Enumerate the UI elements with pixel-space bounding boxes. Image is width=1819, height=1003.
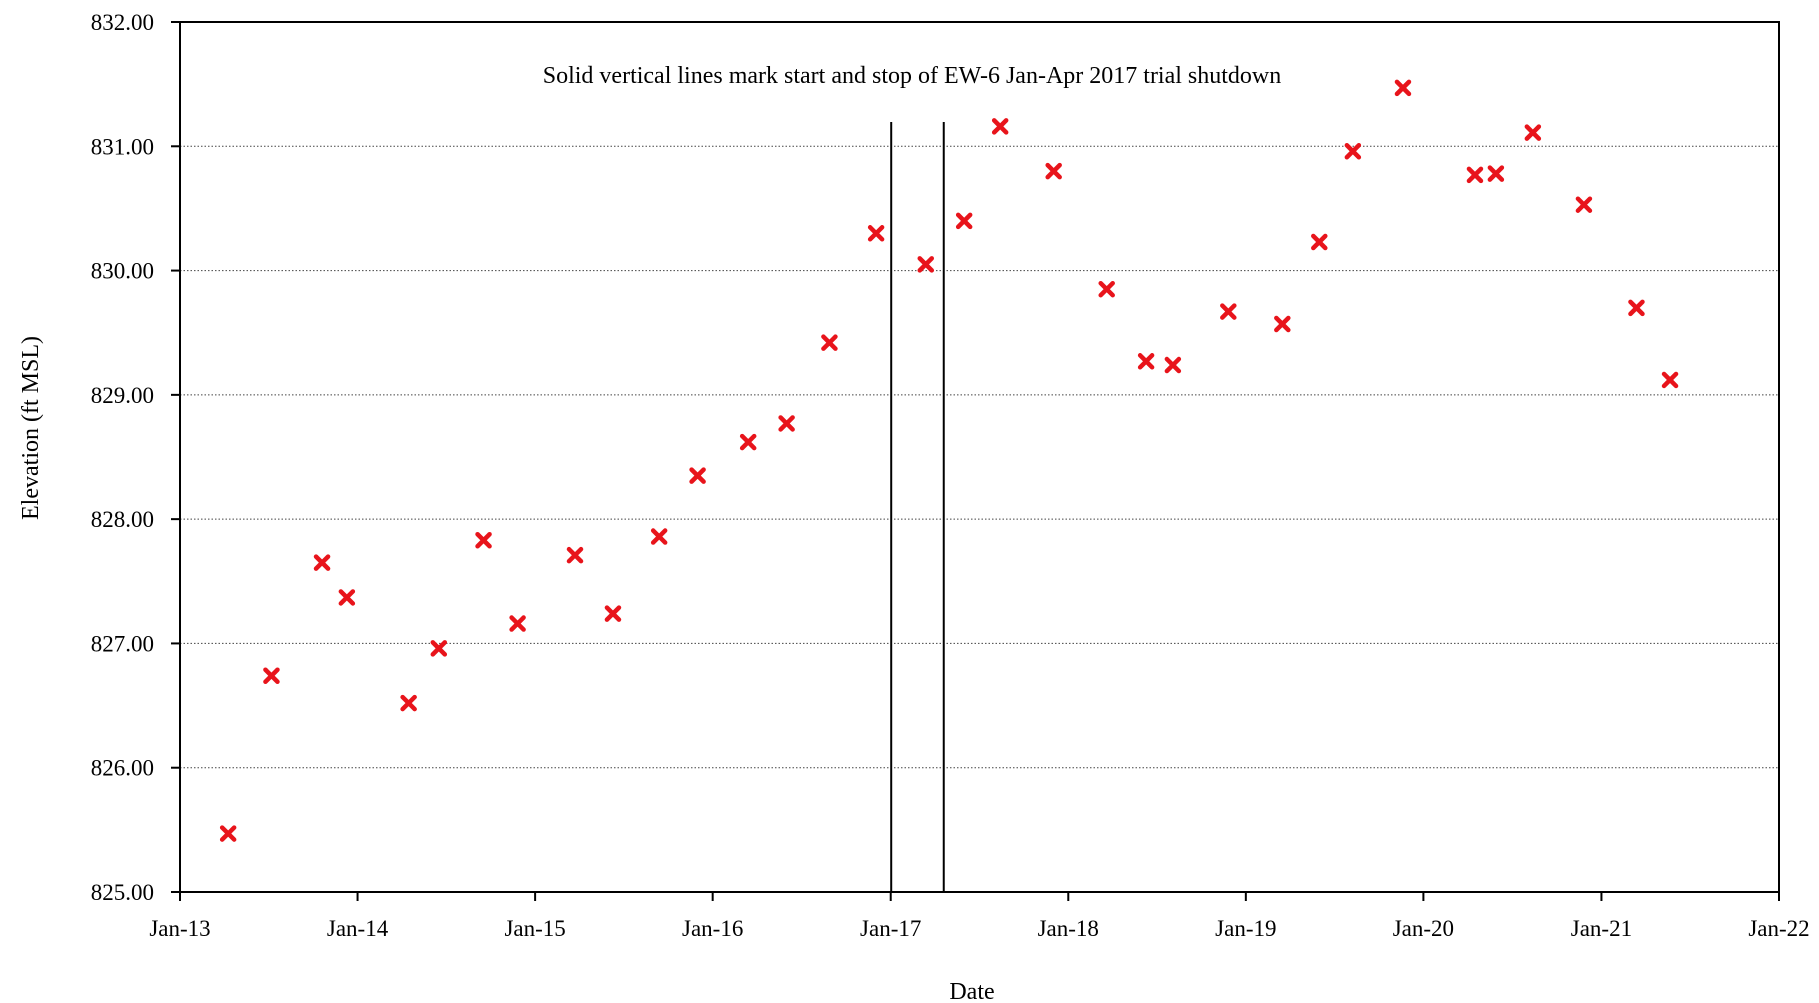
data-point	[1098, 280, 1115, 298]
y-tick-label: 825.00	[91, 880, 154, 905]
x-tick-label: Jan-19	[1215, 916, 1276, 941]
data-point	[821, 334, 838, 351]
data-point	[778, 415, 795, 432]
x-tick-label: Jan-22	[1748, 916, 1809, 941]
chart-annotation: Solid vertical lines mark start and stop…	[543, 63, 1282, 89]
data-point	[566, 546, 584, 564]
x-tick-label: Jan-13	[149, 916, 210, 941]
data-point	[604, 605, 622, 622]
data-point	[509, 615, 526, 632]
y-tick-label: 827.00	[91, 631, 154, 656]
x-tick-label: Jan-18	[1038, 916, 1099, 941]
data-point	[1394, 79, 1412, 97]
y-tick-label: 830.00	[91, 259, 154, 284]
data-point	[1274, 315, 1291, 333]
data-point	[1628, 299, 1645, 317]
data-point	[867, 225, 885, 242]
data-point	[430, 640, 448, 657]
y-axis-title: Elevation (ft MSL)	[18, 336, 44, 520]
y-tick-label: 831.00	[91, 134, 154, 159]
data-point	[219, 825, 237, 842]
data-point	[1575, 196, 1593, 213]
data-point	[1220, 303, 1237, 320]
x-tick-label: Jan-21	[1571, 916, 1632, 941]
x-tick-label: Jan-14	[327, 916, 389, 941]
data-point	[1045, 162, 1062, 180]
data-point	[991, 118, 1009, 135]
plot-frame	[179, 21, 1780, 893]
data-point	[313, 554, 331, 571]
data-point	[955, 212, 973, 230]
y-tick-label: 828.00	[91, 507, 154, 532]
data-point	[1311, 233, 1328, 251]
data-point	[650, 528, 668, 545]
data-point	[338, 589, 356, 606]
y-tick-label: 832.00	[91, 10, 154, 35]
data-point	[1466, 166, 1484, 184]
data-point	[1137, 353, 1155, 370]
data-point	[689, 467, 706, 484]
data-points	[219, 79, 1679, 842]
data-point	[1524, 124, 1542, 141]
data-point	[1344, 143, 1362, 160]
gridlines	[180, 145, 1779, 769]
data-point	[739, 433, 757, 451]
x-tick-label: Jan-16	[682, 916, 743, 941]
data-point	[1164, 356, 1182, 374]
data-point	[475, 532, 492, 549]
data-point	[400, 694, 417, 712]
axis-ticks: 825.00 826.00 827.00 828.00 829.00 830.00 831.…	[91, 10, 1810, 941]
data-point	[917, 256, 934, 273]
data-point	[1661, 371, 1679, 389]
data-point	[1487, 165, 1505, 182]
x-tick-label: Jan-17	[860, 916, 921, 941]
shutdown-lines	[890, 122, 945, 892]
data-point	[263, 667, 280, 684]
y-tick-label: 829.00	[91, 383, 154, 408]
y-tick-label: 826.00	[91, 756, 154, 781]
x-tick-label: Jan-20	[1393, 916, 1454, 941]
x-axis-title: Date	[949, 979, 994, 1003]
x-tick-label: Jan-15	[504, 916, 565, 941]
